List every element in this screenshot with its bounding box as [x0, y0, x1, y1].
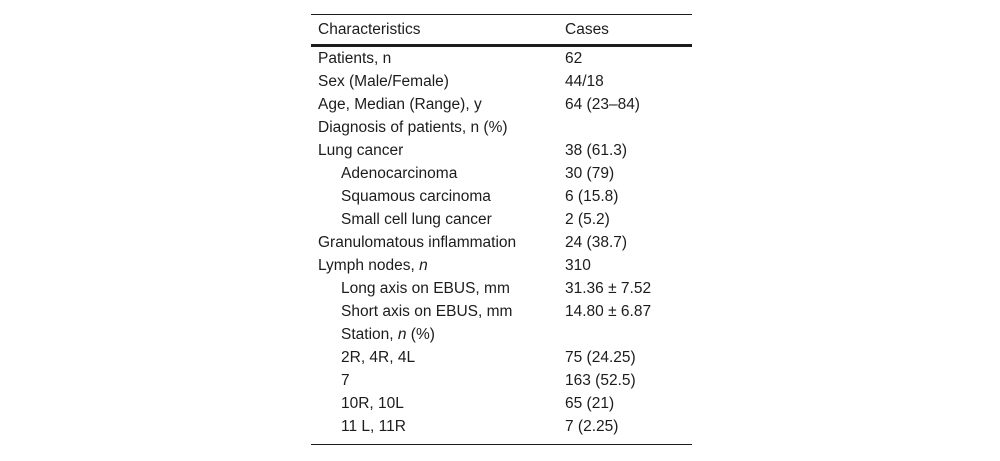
row-value: 65 (21)	[565, 395, 615, 413]
row-value: 64 (23–84)	[565, 96, 640, 114]
table-row: Diagnosis of patients, n (%)	[311, 117, 692, 140]
header-characteristics: Characteristics	[318, 21, 421, 39]
table-row: Short axis on EBUS, mm 14.80 ± 6.87	[311, 301, 692, 324]
table-header-row: Characteristics Cases	[311, 15, 692, 44]
table-row: Adenocarcinoma 30 (79)	[311, 163, 692, 186]
row-label: 11 L, 11R	[341, 418, 406, 436]
table-row: 7 163 (52.5)	[311, 370, 692, 393]
row-value: 38 (61.3)	[565, 142, 628, 160]
table-top-rule	[311, 14, 692, 16]
row-value: 31.36 ± 7.52	[565, 280, 652, 298]
row-label: Patients, n	[318, 50, 392, 68]
header-cases: Cases	[565, 21, 609, 39]
row-value: 163 (52.5)	[565, 372, 636, 390]
row-label: 10R, 10L	[341, 395, 404, 413]
table-row: Granulomatous inflammation 24 (38.7)	[311, 232, 692, 255]
table-bottom-rule	[311, 443, 692, 446]
row-label: Short axis on EBUS, mm	[341, 303, 513, 321]
table-row: Sex (Male/Female) 44/18	[311, 71, 692, 94]
table-header-rule	[311, 44, 692, 47]
row-value: 7 (2.25)	[565, 418, 619, 436]
table-row: 10R, 10L 65 (21)	[311, 393, 692, 416]
row-label: Lung cancer	[318, 142, 404, 160]
row-label: Long axis on EBUS, mm	[341, 280, 510, 298]
table-row: Long axis on EBUS, mm 31.36 ± 7.52	[311, 278, 692, 301]
characteristics-table: Characteristics Cases Patients, n 62 Sex…	[311, 14, 692, 446]
row-value: 2 (5.2)	[565, 211, 610, 229]
table-row: Lung cancer 38 (61.3)	[311, 140, 692, 163]
row-label: Adenocarcinoma	[341, 165, 458, 183]
row-value: 30 (79)	[565, 165, 615, 183]
row-label: Station, n (%)	[341, 326, 435, 344]
row-label: Diagnosis of patients, n (%)	[318, 119, 508, 137]
row-label: Lymph nodes, n	[318, 257, 428, 275]
table-row: Lymph nodes, n 310	[311, 255, 692, 278]
row-label: Sex (Male/Female)	[318, 73, 449, 91]
table-body: Patients, n 62 Sex (Male/Female) 44/18 A…	[311, 47, 692, 444]
row-label: Granulomatous inflammation	[318, 234, 517, 252]
row-value: 310	[565, 257, 591, 275]
table-row: Small cell lung cancer 2 (5.2)	[311, 209, 692, 232]
table-row: Age, Median (Range), y 64 (23–84)	[311, 94, 692, 117]
table-row: 11 L, 11R 7 (2.25)	[311, 416, 692, 439]
row-label: Small cell lung cancer	[341, 211, 492, 229]
row-label: Age, Median (Range), y	[318, 96, 482, 114]
row-value: 6 (15.8)	[565, 188, 619, 206]
row-label: 7	[341, 372, 350, 390]
table-row: Station, n (%)	[311, 324, 692, 347]
row-value: 14.80 ± 6.87	[565, 303, 652, 321]
row-value: 44/18	[565, 73, 604, 91]
table-row: Squamous carcinoma 6 (15.8)	[311, 186, 692, 209]
row-value: 24 (38.7)	[565, 234, 628, 252]
row-value: 62	[565, 50, 583, 68]
row-label: Squamous carcinoma	[341, 188, 491, 206]
row-value: 75 (24.25)	[565, 349, 636, 367]
table-row: Patients, n 62	[311, 48, 692, 71]
table-row: 2R, 4R, 4L 75 (24.25)	[311, 347, 692, 370]
row-label: 2R, 4R, 4L	[341, 349, 416, 367]
